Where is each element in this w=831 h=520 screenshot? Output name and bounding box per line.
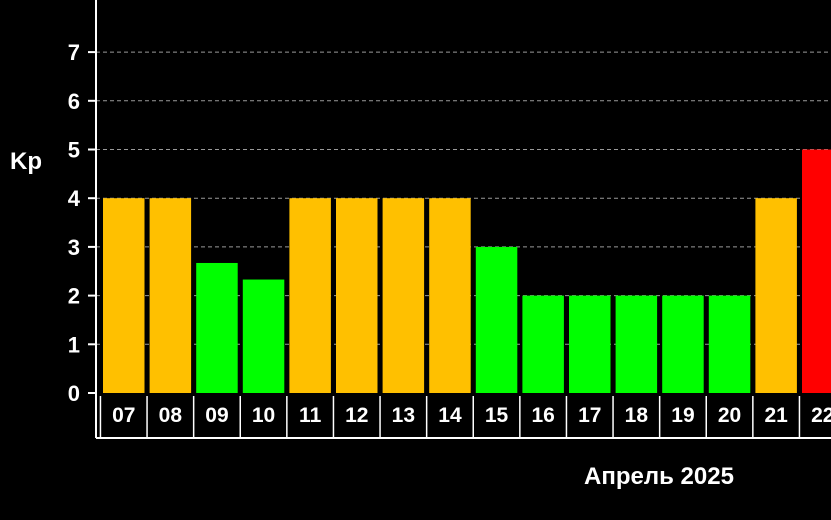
category-label-17: 17	[578, 404, 601, 427]
axes	[95, 0, 831, 439]
y-tick-label: 4	[68, 186, 81, 211]
category-label-15: 15	[485, 404, 509, 427]
bar-11	[289, 198, 331, 393]
bar-16	[522, 295, 564, 393]
y-tick-label: 0	[68, 381, 80, 406]
bar-22	[802, 149, 831, 393]
bar-10	[242, 279, 285, 393]
y-tick-label: 1	[68, 332, 80, 357]
bar-14	[429, 198, 471, 393]
category-label-20: 20	[718, 404, 741, 427]
category-label-14: 14	[438, 404, 462, 427]
category-label-18: 18	[625, 404, 649, 427]
x-axis-title: Апрель 2025	[584, 463, 734, 490]
bar-15	[475, 246, 518, 393]
bar-12	[336, 198, 378, 393]
category-label-08: 08	[159, 404, 183, 427]
y-axis-title: Kp	[10, 148, 42, 175]
category-label-13: 13	[392, 404, 415, 427]
bar-18	[615, 295, 658, 393]
bars	[103, 149, 831, 393]
y-tick-label: 6	[68, 89, 80, 114]
bar-08	[149, 198, 192, 393]
y-tick-label: 3	[68, 235, 80, 260]
bar-17	[569, 295, 611, 393]
y-tick-label: 2	[68, 284, 80, 309]
bar-13	[382, 198, 425, 393]
y-ticks: 0 1 2 3 4 5 6 7	[68, 40, 96, 406]
category-label-21: 21	[764, 404, 788, 427]
y-tick-label: 7	[68, 40, 80, 65]
category-label-19: 19	[671, 404, 694, 427]
y-tick-label: 5	[68, 138, 80, 163]
category-label-09: 09	[205, 404, 228, 427]
category-label-22: 22	[811, 404, 831, 427]
category-label-10: 10	[252, 404, 275, 427]
bar-09	[196, 262, 238, 393]
bar-07	[103, 198, 145, 393]
category-label-11: 11	[299, 404, 322, 427]
category-label-12: 12	[345, 404, 368, 427]
x-category-labels: 07 08 09 10 11 12 13 14 15 16 17 18 19 20 21 22	[99, 396, 831, 438]
bar-20	[708, 295, 751, 393]
category-label-16: 16	[531, 404, 554, 427]
category-label-07: 07	[112, 404, 135, 427]
bar-21	[755, 198, 797, 393]
bar-19	[662, 295, 704, 393]
